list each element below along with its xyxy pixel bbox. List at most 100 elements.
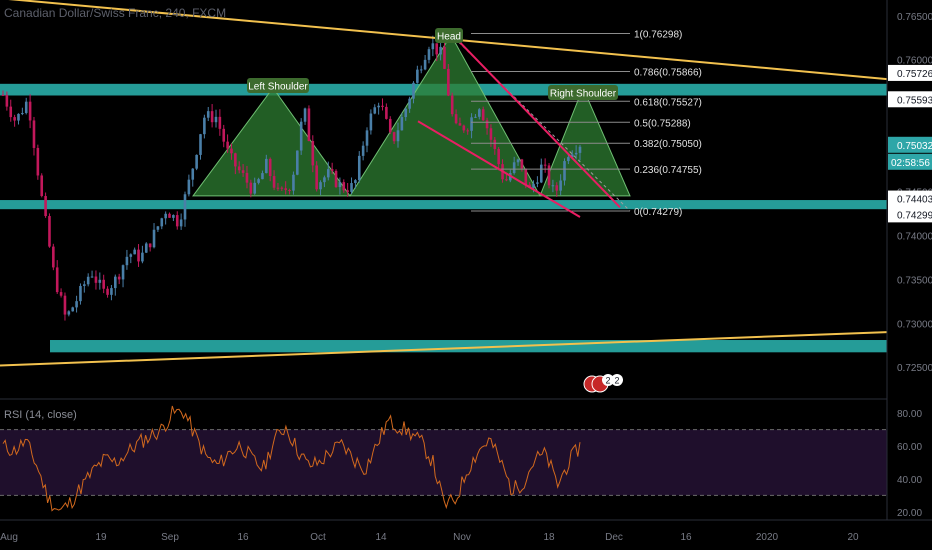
fib-level-label: 0(0.74279) — [634, 207, 682, 218]
candle-body — [373, 107, 377, 114]
candle-body — [59, 292, 63, 296]
candle-body — [466, 130, 469, 132]
time-tick-label: Sep — [161, 532, 179, 543]
candle-body — [129, 254, 133, 257]
candle-body — [1, 94, 5, 96]
candle-body — [218, 116, 222, 129]
candle-body — [474, 116, 477, 118]
candle-body — [28, 101, 32, 121]
candle-body — [179, 219, 183, 227]
fib-level-label: 0.382(0.75050) — [634, 139, 702, 150]
fib-level-label: 0.236(0.74755) — [634, 165, 702, 176]
candle-body — [276, 187, 280, 189]
wedge-layer[interactable] — [417, 34, 621, 218]
time-tick-label: Nov — [453, 532, 471, 543]
candle-body — [36, 147, 40, 176]
candle-body — [288, 190, 291, 192]
candle-body — [385, 106, 388, 119]
candle-body — [17, 113, 20, 121]
fib-layer[interactable]: 1(0.76298) 0.786(0.75866) 0.618(0.75527) 0.… — [449, 30, 702, 218]
rsi-tick-label: 80.00 — [897, 409, 922, 420]
candle-body — [431, 43, 435, 50]
candle-body — [152, 229, 156, 248]
candle-body — [280, 187, 284, 189]
candle-body — [241, 170, 245, 173]
candle-body — [265, 158, 268, 174]
annotation-box — [548, 85, 618, 100]
head-triangle — [349, 34, 541, 197]
candle-body — [427, 49, 431, 60]
price-tag-label: 0.74299 — [897, 210, 932, 221]
candle-body — [416, 69, 419, 83]
candle-body — [412, 82, 415, 99]
candle-body — [346, 190, 349, 192]
candle-body — [79, 285, 82, 302]
candle-body — [330, 169, 334, 171]
price-tag — [888, 64, 932, 81]
rsi-band — [0, 429, 887, 496]
event-count-badge[interactable] — [602, 374, 614, 386]
candle-body — [354, 180, 357, 184]
candle-body — [485, 120, 489, 129]
candle-body — [369, 113, 373, 131]
event-count-badge[interactable] — [611, 374, 623, 386]
candle-body — [567, 157, 570, 162]
wedge-lower-line[interactable] — [417, 120, 581, 218]
candle-body — [315, 165, 318, 190]
candle-body — [532, 183, 535, 188]
price-tick-label: 0.73000 — [897, 319, 932, 330]
candle-body — [102, 279, 105, 289]
candle-body — [419, 69, 423, 71]
candle-body — [326, 169, 330, 178]
candle-body — [226, 141, 229, 149]
candle-body — [13, 117, 16, 121]
time-tick-label: 18 — [543, 532, 555, 543]
candle-body — [172, 215, 175, 218]
candle-body — [210, 111, 214, 123]
annotation-label: Left Shoulder — [248, 82, 308, 93]
wedge-upper-line[interactable] — [452, 34, 621, 209]
candle-body — [470, 117, 473, 131]
candle-body — [392, 132, 396, 142]
candle-body — [121, 265, 125, 280]
fib-level-label: 0.618(0.75527) — [634, 97, 702, 108]
countdown-label: 02:58:56 — [891, 158, 930, 169]
lower-trendline[interactable] — [0, 331, 888, 367]
candle-body — [156, 226, 160, 230]
candle-body — [497, 149, 500, 165]
candle-body — [400, 117, 404, 131]
time-tick-label: 16 — [680, 532, 692, 543]
candle-body — [299, 121, 303, 151]
candle-body — [249, 182, 253, 194]
candle-body — [404, 108, 408, 118]
candle-body — [187, 179, 191, 195]
candle-body — [160, 218, 164, 227]
neckline-support-zone — [0, 200, 887, 210]
event-count-label: 2 — [605, 376, 610, 386]
candle-body — [365, 130, 369, 146]
candle-body — [357, 155, 361, 181]
time-tick-label: 16 — [237, 532, 249, 543]
bottom-support-zone — [50, 340, 887, 353]
candle-body — [75, 301, 78, 308]
candle-body — [578, 146, 582, 153]
candle-body — [117, 276, 121, 280]
candle-body — [83, 284, 86, 286]
candle-body — [493, 139, 497, 150]
candle-body — [114, 276, 117, 289]
candle-body — [175, 215, 179, 227]
countdown-tag — [888, 153, 932, 170]
candle-body — [5, 95, 9, 107]
candle-body — [106, 288, 109, 295]
candle-body — [164, 213, 167, 219]
candle-body — [261, 173, 264, 180]
candle-body — [148, 243, 152, 248]
price-tick-label: 0.72500 — [897, 363, 932, 374]
time-tick-label: Oct — [310, 532, 326, 543]
price-tick-label: 0.76500 — [897, 12, 932, 23]
candle-body — [203, 117, 206, 135]
candle-body — [48, 216, 51, 247]
candle-body — [478, 109, 481, 117]
